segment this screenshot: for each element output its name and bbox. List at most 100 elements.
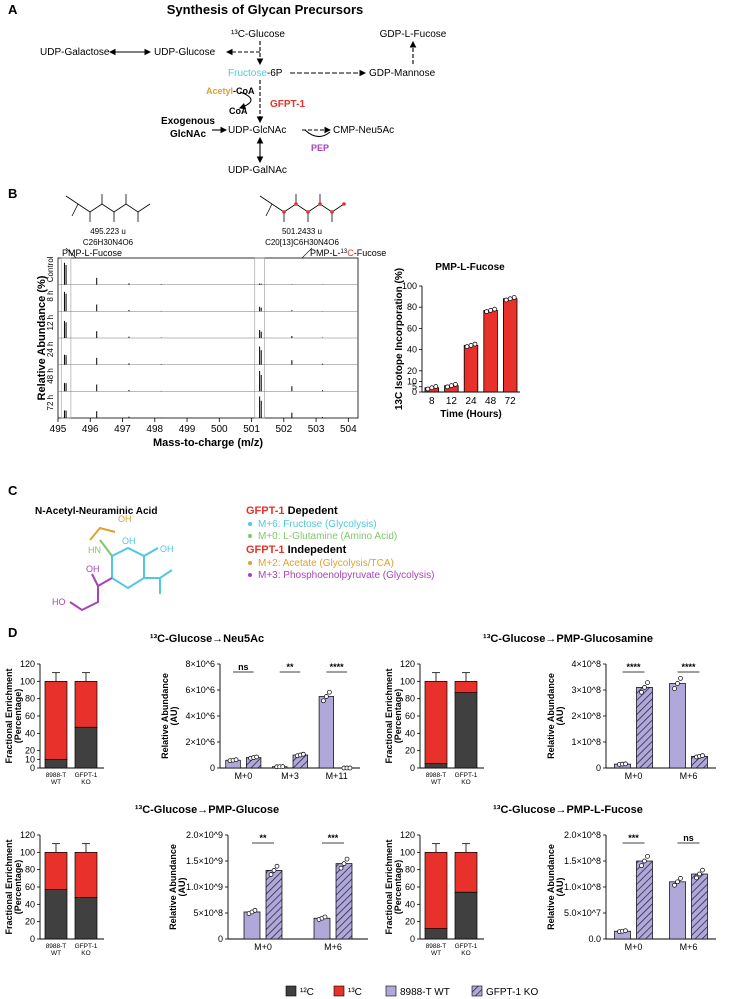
ra-ylabel-1: Relative Abundance <box>546 673 556 759</box>
group-label-2: KO <box>461 950 470 957</box>
ra-ylabel-2: (AU) <box>177 878 187 897</box>
y-tick-label: 6×10^6 <box>185 685 215 695</box>
bar <box>483 309 498 393</box>
peak-label-2-iso: 13 <box>341 249 348 255</box>
labeled-carbon-dots <box>282 202 346 214</box>
y-tick-label: 80 <box>407 302 417 312</box>
panel-b-letter: B <box>8 186 17 201</box>
acetyl-coa-suffix: -CoA <box>233 86 255 96</box>
y-tick-label: 20 <box>25 917 35 927</box>
relative-abundance-chart: 0 5×10^8 1.0×10^9 1.5×10^9 2.0×10^9 Relative … <box>168 830 368 952</box>
fe-ylabel-2: (Percentage) <box>13 860 23 915</box>
y-tick-label: 40 <box>405 728 415 738</box>
f6p-suffix: -6P <box>267 68 283 79</box>
node-udp-galactose: UDP-Galactose <box>40 47 110 58</box>
x-tick-label: 12 <box>446 396 458 407</box>
data-point <box>672 686 677 691</box>
node-pep: PEP <box>311 143 329 153</box>
chart-ylabel: 13C Isotope Incorporation (%) <box>394 268 405 410</box>
data-point <box>623 761 628 767</box>
peak-label-2-c: C <box>347 248 354 258</box>
group-label-2: KO <box>461 779 470 786</box>
y-tick-label: 1.0×10^8 <box>564 882 601 892</box>
structure-pmp-fucose <box>65 194 151 222</box>
bar-ko <box>335 863 353 940</box>
peak-pointer-2 <box>301 247 313 259</box>
chart-xlabel: Time (Hours) <box>440 409 502 420</box>
data-point <box>433 384 439 389</box>
fe-ylabel-1: Fractional Enrichment <box>4 839 14 934</box>
exogenous-label: Exogenous <box>161 116 215 127</box>
y-tick-label: 100 <box>400 847 415 857</box>
y-tick-label: 60 <box>405 711 415 721</box>
title-neu5ac: ¹³C-Glucose→Neu5Ac <box>150 633 264 645</box>
bar-12c <box>454 692 478 769</box>
row-label: 8 h <box>46 290 55 301</box>
oh-acetyl: OH <box>118 514 132 524</box>
group-label-1: GFPT-1 <box>75 943 98 950</box>
row-label: 48 h <box>46 368 55 384</box>
relative-abundance-chart: 0.0 5.0×10^7 1.0×10^8 1.5×10^8 2.0×10^8 Relat… <box>546 830 716 952</box>
bar-12c <box>74 897 98 940</box>
data-point <box>488 308 493 313</box>
node-coa: CoA <box>229 106 248 116</box>
structure-pmp-13c-fucose <box>259 194 345 222</box>
acetyl-label: Acetyl <box>206 86 233 96</box>
y-tick-label: 0 <box>218 934 223 944</box>
y-tick-label: 60 <box>25 711 35 721</box>
y-tick-label: 0 <box>596 763 601 773</box>
y-tick-label: 1.0×10^9 <box>186 882 223 892</box>
data-point <box>233 757 239 763</box>
formula-2: C20[13]C6H30N4O6 <box>265 238 339 247</box>
data-point <box>503 297 509 303</box>
legend-wt: 8988-T WT <box>400 987 450 998</box>
group-label-2: WT <box>431 779 441 786</box>
fractional-enrichment-chart: 0 20 40 60 80 100 120 Fractional Enrichment (Per… <box>384 830 484 957</box>
data-point <box>645 680 650 685</box>
row-label: 12 h <box>46 315 55 331</box>
bar-12c <box>44 889 68 940</box>
mass-1: 495.223 u <box>90 227 126 236</box>
y-tick-label: 1.5×10^8 <box>564 856 601 866</box>
node-udp-glucose: UDP-Glucose <box>154 47 216 58</box>
bar-13c <box>424 680 448 765</box>
chart-title: PMP-L-Fucose <box>435 262 505 273</box>
data-point <box>697 871 702 877</box>
peak-pointer-1 <box>65 247 77 259</box>
data-point <box>252 907 258 913</box>
fe-ylabel-2: (Percentage) <box>13 689 23 744</box>
bar-ko <box>265 870 283 940</box>
formula-1: C26H30N4O6 <box>83 238 134 247</box>
x-tick-label: M+0 <box>254 942 272 952</box>
x-tick-label: 499 <box>179 424 196 435</box>
y-tick-label: 100 <box>402 281 417 291</box>
bar-ko <box>636 860 653 940</box>
legend-acetate: M+2: Acetate (Glycolysis/TCA) <box>258 558 394 569</box>
bar <box>502 298 518 393</box>
node-udp-glcnac: UDP-GlcNAc <box>228 125 286 136</box>
y-tick-label: 80 <box>405 865 415 875</box>
node-gdp-mannose: GDP-Mannose <box>369 68 436 79</box>
data-point <box>675 879 680 885</box>
y-tick-label: 2×10^8 <box>571 711 601 721</box>
y-tick-label: 1×10^8 <box>571 737 601 747</box>
panel-b: B 495.223 u C26H30N4O6 501.2433 u C20[13… <box>8 186 520 449</box>
data-point <box>327 689 332 695</box>
group-label-1: 8988-T <box>46 772 67 779</box>
x-tick-label: M+3 <box>281 771 299 781</box>
x-tick-label: M+6 <box>680 942 698 952</box>
y-tick-label: 0 <box>210 763 215 773</box>
oh-ring: OH <box>122 536 136 546</box>
x-tick-label: 502 <box>275 424 292 435</box>
bar-wt <box>318 696 335 769</box>
y-tick-label: 2×10^6 <box>185 737 215 747</box>
x-tick-label: 497 <box>114 424 131 435</box>
group-label-2: WT <box>51 779 61 786</box>
sig-label: *** <box>328 833 339 843</box>
neu5ac-title: N-Acetyl-Neuraminic Acid <box>35 506 157 517</box>
data-point <box>268 872 274 877</box>
fractional-enrichment-chart: 0 20 40 60 80 100 120 Fractional Enrichment (Per… <box>4 830 104 957</box>
legend-dot-acetate <box>248 561 252 565</box>
x-tick-label: 72 <box>505 396 517 407</box>
